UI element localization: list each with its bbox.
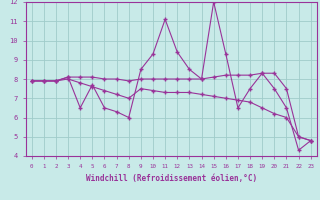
X-axis label: Windchill (Refroidissement éolien,°C): Windchill (Refroidissement éolien,°C) bbox=[86, 174, 257, 183]
